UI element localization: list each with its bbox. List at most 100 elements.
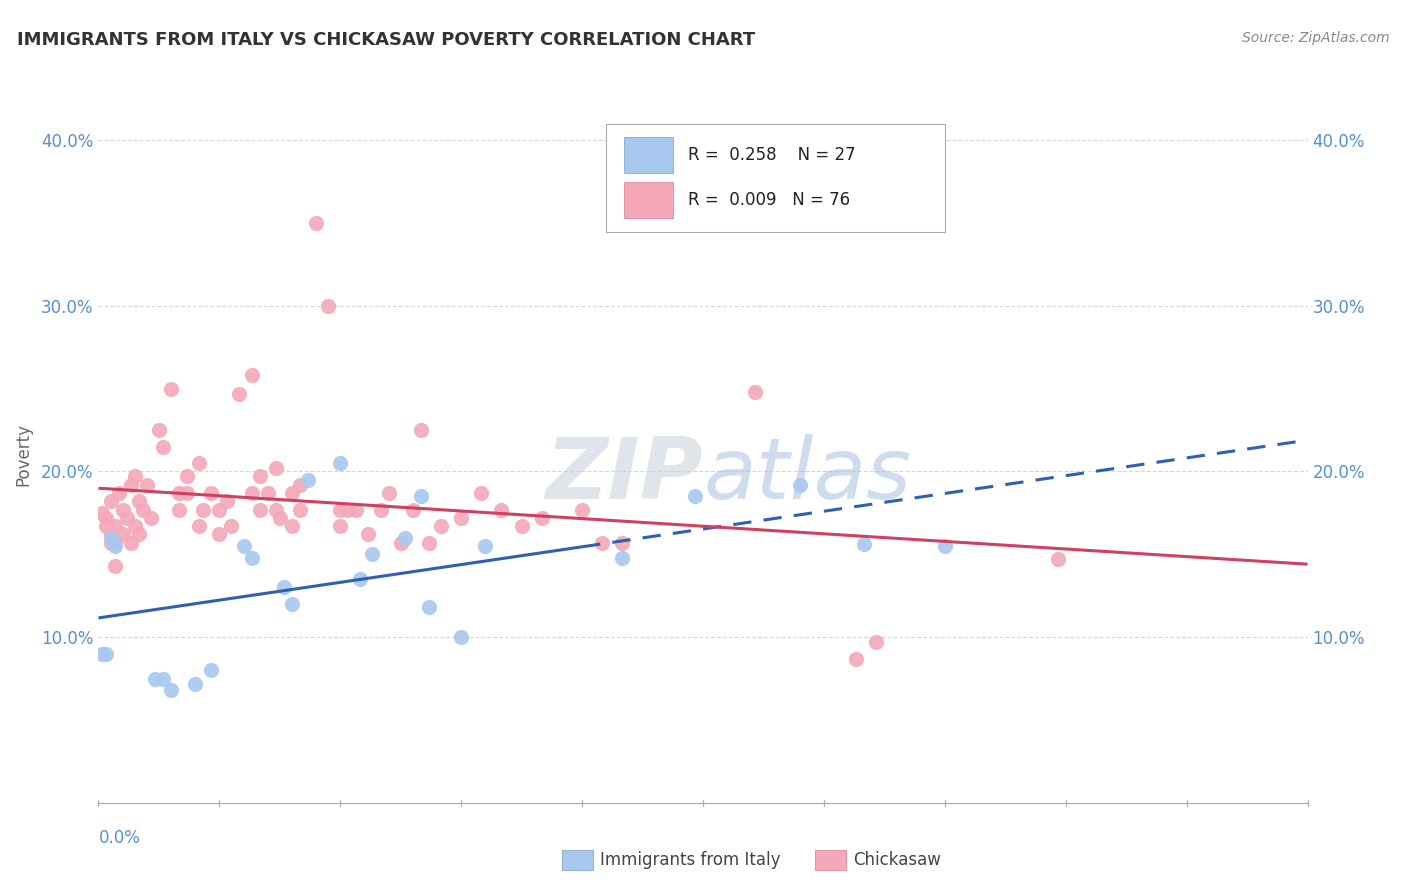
Point [269, 511, 291, 525]
Text: atlas: atlas [703, 434, 911, 517]
Point [103, 519, 125, 533]
Point [470, 486, 492, 500]
Point [208, 502, 231, 516]
Point [124, 519, 146, 533]
Point [571, 502, 593, 516]
Point [329, 519, 352, 533]
Point [188, 456, 211, 470]
Text: Chickasaw: Chickasaw [853, 851, 942, 869]
Point [450, 630, 472, 644]
Point [91, 647, 114, 661]
Point [281, 519, 304, 533]
Point [160, 382, 183, 396]
Point [221, 519, 243, 533]
Point [103, 539, 125, 553]
Point [193, 502, 215, 516]
Point [357, 527, 380, 541]
Point [124, 469, 146, 483]
Point [281, 486, 304, 500]
Point [128, 494, 150, 508]
Point [256, 486, 278, 500]
Point [530, 511, 553, 525]
Point [418, 535, 440, 549]
Point [409, 489, 432, 503]
Point [288, 477, 311, 491]
Point [249, 502, 271, 516]
Text: Source: ZipAtlas.com: Source: ZipAtlas.com [1241, 31, 1389, 45]
Point [103, 535, 125, 549]
Point [344, 502, 367, 516]
Point [361, 547, 384, 561]
Point [96, 519, 118, 533]
Point [249, 469, 271, 483]
Point [115, 511, 138, 525]
Point [200, 663, 222, 677]
Point [200, 486, 222, 500]
Point [683, 489, 706, 503]
Point [329, 456, 352, 470]
Point [418, 600, 440, 615]
Y-axis label: Poverty: Poverty [14, 424, 32, 486]
Point [132, 502, 155, 516]
Point [789, 477, 811, 491]
Point [402, 502, 425, 516]
Point [853, 537, 876, 551]
Point [240, 486, 263, 500]
Point [120, 535, 142, 549]
Point [450, 511, 472, 525]
Point [228, 386, 250, 401]
Point [120, 477, 142, 491]
Point [176, 469, 198, 483]
Point [91, 506, 114, 520]
Point [389, 535, 412, 549]
Point [591, 535, 613, 549]
Point [865, 635, 887, 649]
Point [240, 550, 263, 565]
Point [394, 531, 416, 545]
Point [845, 651, 868, 665]
Point [297, 473, 319, 487]
Point [491, 502, 513, 516]
Point [612, 535, 634, 549]
Point [103, 558, 125, 573]
Point [316, 299, 339, 313]
Point [100, 535, 122, 549]
Point [167, 502, 190, 516]
Point [474, 539, 496, 553]
Text: ZIP: ZIP [546, 434, 703, 517]
Text: R =  0.258    N = 27: R = 0.258 N = 27 [689, 146, 856, 164]
Point [143, 672, 166, 686]
Point [288, 502, 311, 516]
Bar [624, 137, 673, 173]
Point [167, 486, 190, 500]
Text: IMMIGRANTS FROM ITALY VS CHICKASAW POVERTY CORRELATION CHART: IMMIGRANTS FROM ITALY VS CHICKASAW POVER… [17, 31, 755, 49]
Point [100, 527, 122, 541]
Point [111, 502, 134, 516]
Point [152, 672, 174, 686]
Point [152, 440, 174, 454]
Point [240, 368, 263, 383]
Point [337, 502, 360, 516]
FancyBboxPatch shape [606, 124, 945, 232]
Point [349, 572, 371, 586]
Point [128, 527, 150, 541]
Point [96, 511, 118, 525]
Point [612, 550, 634, 565]
Point [264, 502, 287, 516]
Bar [624, 182, 673, 219]
Point [160, 683, 183, 698]
Point [377, 486, 399, 500]
Point [430, 519, 453, 533]
Point [100, 494, 122, 508]
Text: R =  0.009   N = 76: R = 0.009 N = 76 [689, 191, 851, 210]
Point [100, 531, 122, 545]
Point [370, 502, 392, 516]
Point [176, 486, 198, 500]
Point [139, 511, 162, 525]
Point [107, 486, 129, 500]
Point [934, 539, 956, 553]
Text: Immigrants from Italy: Immigrants from Italy [600, 851, 780, 869]
Point [1046, 552, 1069, 566]
Point [281, 597, 304, 611]
Point [273, 581, 295, 595]
